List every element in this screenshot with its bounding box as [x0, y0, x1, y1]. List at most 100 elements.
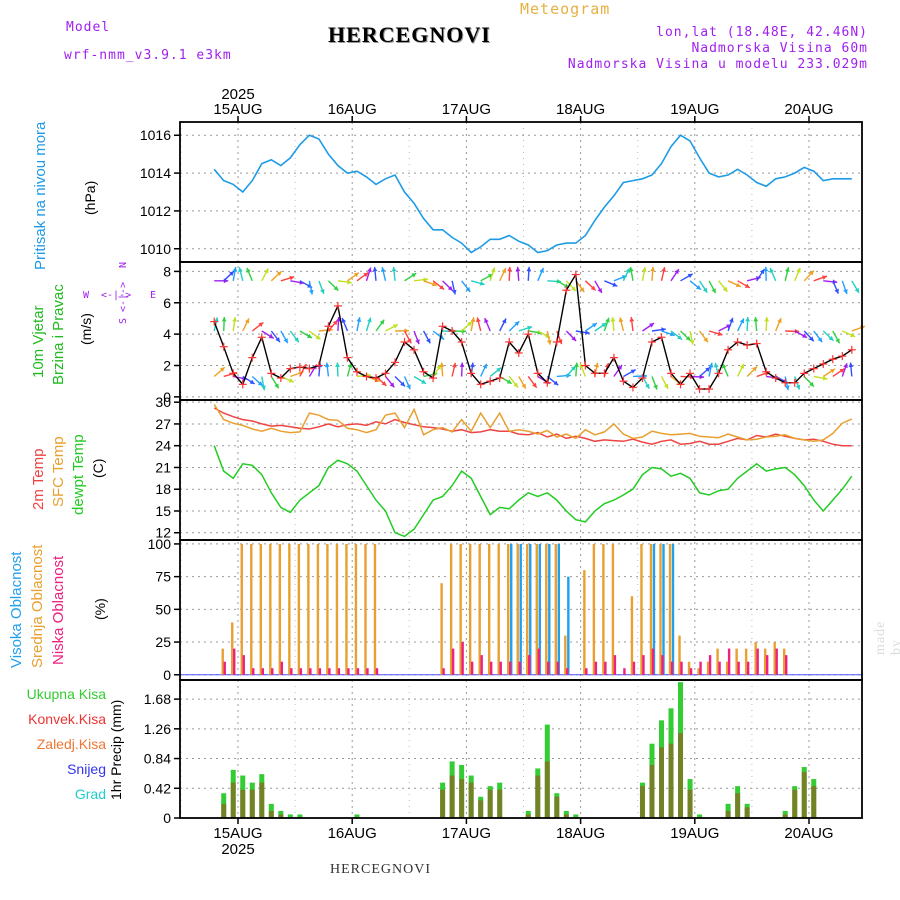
- temp-sfc-line: [213, 404, 853, 443]
- cloud-tick-label: 50: [155, 601, 171, 617]
- wind-speed-point: [733, 337, 742, 346]
- wind-arrow-head: [539, 268, 544, 273]
- wind-arrow-head: [610, 317, 616, 322]
- low-cloud-bar: [661, 655, 664, 675]
- low-cloud-bar: [356, 668, 360, 675]
- wind-tick-label: 0: [163, 389, 171, 405]
- wind-arrow-head: [553, 380, 559, 386]
- low-cloud-bar: [480, 655, 483, 675]
- wind-arrow-head: [777, 318, 782, 324]
- mid-cloud-bar: [316, 543, 320, 675]
- wind-arrow-head: [687, 273, 693, 279]
- wind-arrow-head: [839, 368, 845, 374]
- conv-precip-bar: [221, 803, 227, 818]
- wind-speed-point: [229, 369, 238, 378]
- mid-cloud-bar: [250, 543, 253, 675]
- wind-speed-point: [248, 353, 257, 362]
- wind-arrow-head: [527, 325, 533, 331]
- low-cloud-bar: [337, 668, 341, 675]
- year-label-bottom: 2025: [221, 841, 254, 858]
- low-cloud-bar: [547, 661, 550, 675]
- conv-precip-bar: [468, 782, 474, 818]
- wind-speed-point: [667, 369, 676, 378]
- temp-panel-frame: [179, 399, 863, 541]
- total-precip-bar: [354, 814, 360, 818]
- model-name: wrf-nmm_v3.9.1 e3km: [64, 48, 232, 63]
- wind-arrow-head: [570, 365, 576, 371]
- wind-arrow-head: [484, 318, 489, 324]
- total-precip-bar: [697, 814, 703, 818]
- wind-speed-point: [571, 270, 580, 279]
- cloud-label-low: Niska Oblacnost: [50, 555, 67, 665]
- low-cloud-bar: [680, 661, 683, 675]
- wind-arrow-head: [802, 333, 808, 338]
- pressure-tick-label: 1016: [140, 127, 171, 143]
- low-cloud-bar: [271, 668, 274, 675]
- wind-arrow-head: [232, 267, 238, 272]
- temp-label-sfc: SFC Temp: [50, 436, 67, 507]
- wind-arrow-head: [306, 333, 312, 339]
- wind-speed-point: [695, 385, 704, 394]
- wind-arrow-head: [407, 338, 412, 344]
- wind-arrow-head: [618, 317, 624, 323]
- low-cloud-bar: [585, 668, 588, 675]
- wind-arrow-head: [451, 289, 457, 295]
- low-cloud-bar: [509, 661, 512, 675]
- high-cloud-bar: [529, 543, 532, 675]
- wind-speed-point: [457, 337, 466, 346]
- legend-conv-precip: Konvek.Kisa: [28, 711, 106, 727]
- low-cloud-bar: [699, 661, 702, 675]
- conv-precip-bar: [459, 779, 465, 818]
- low-cloud-bar: [623, 668, 626, 675]
- wind-arrow-head: [590, 285, 596, 291]
- wind-arrow-head: [645, 383, 650, 389]
- coordinates: lon,lat (18.48E, 42.46N): [656, 25, 868, 40]
- precip-tick-label: 0.84: [144, 751, 171, 767]
- wind-speed-point: [343, 353, 352, 362]
- conv-precip-bar: [259, 782, 265, 818]
- low-cloud-bar: [594, 661, 598, 675]
- low-cloud-bar: [233, 648, 236, 675]
- wind-speed-point: [400, 337, 409, 346]
- mid-cloud-bar: [240, 543, 243, 675]
- low-cloud-bar: [651, 648, 655, 675]
- wind-speed-point: [714, 369, 723, 378]
- mid-cloud-bar: [259, 543, 262, 675]
- wind-arrow-head: [625, 268, 630, 274]
- wind-arrow-head: [784, 385, 790, 391]
- pressure-series-line: [213, 134, 852, 254]
- wind-speed-point: [295, 363, 304, 372]
- altitude: Nadmorska Visina 60m: [691, 41, 868, 56]
- wind-arrow-head: [379, 319, 385, 325]
- pressure-label: Pritisak na nivou mora: [32, 121, 49, 270]
- wind-arrow-head: [753, 317, 759, 322]
- wind-speed-point: [514, 348, 523, 357]
- temp-label-dewpt: dewpt Temp: [70, 434, 87, 515]
- wind-arrow-head: [653, 384, 658, 390]
- cloud-label-mid: Srednja Oblacnost: [29, 544, 46, 668]
- conv-precip-bar: [639, 786, 645, 818]
- conv-precip-bar: [744, 807, 750, 818]
- date-label-top: 17AUG: [442, 101, 491, 118]
- wind-arrow-head: [571, 336, 577, 342]
- wind-arrow-head: [506, 379, 512, 384]
- date-label-bottom: 20AUG: [784, 825, 833, 842]
- wind-arrow-head: [381, 381, 387, 386]
- mid-cloud-bar: [592, 543, 596, 675]
- wind-speed-point: [819, 359, 828, 368]
- wind-speed-point: [581, 361, 590, 370]
- mid-cloud-bar: [497, 543, 500, 675]
- mid-cloud-bar: [697, 668, 700, 675]
- wind-speed-point: [600, 369, 609, 378]
- wind-arrow-head: [834, 288, 839, 294]
- wind-arrow-head: [439, 362, 445, 368]
- high-cloud-bar: [662, 543, 665, 675]
- wind-speed-point: [838, 352, 847, 361]
- pressure-tick-label: 1012: [140, 203, 171, 219]
- mid-cloud-bar: [516, 543, 519, 675]
- legend-snow: Snijeg: [67, 761, 106, 777]
- wind-arrow-head: [341, 318, 347, 323]
- conv-precip-bar: [687, 789, 693, 818]
- low-cloud-bar: [461, 642, 464, 675]
